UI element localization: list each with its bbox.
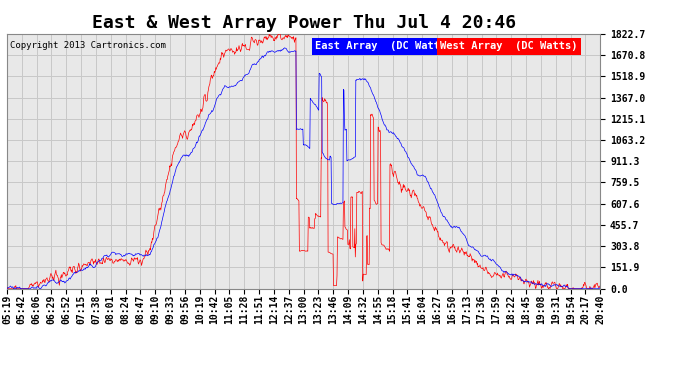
Text: East Array  (DC Watts): East Array (DC Watts) bbox=[315, 41, 453, 51]
Title: East & West Array Power Thu Jul 4 20:46: East & West Array Power Thu Jul 4 20:46 bbox=[92, 14, 515, 32]
Text: Copyright 2013 Cartronics.com: Copyright 2013 Cartronics.com bbox=[10, 41, 166, 50]
Text: West Array  (DC Watts): West Array (DC Watts) bbox=[440, 41, 578, 51]
